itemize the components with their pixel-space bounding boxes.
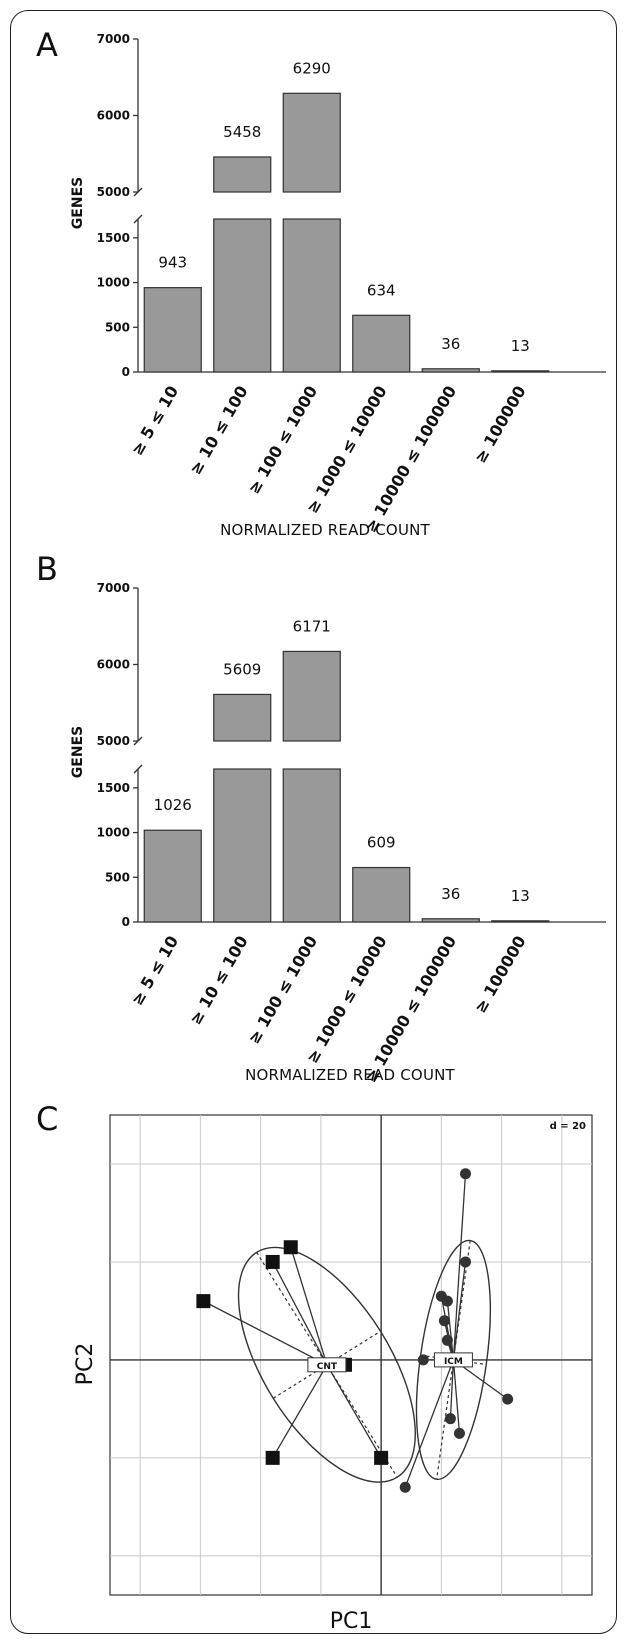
cnt-sample-point — [265, 1450, 280, 1465]
star-spoke — [272, 1364, 328, 1459]
star-spoke — [452, 1173, 467, 1360]
bar — [213, 768, 272, 923]
bar-value-label: 36 — [441, 885, 460, 903]
bar — [352, 866, 411, 923]
bar — [282, 92, 341, 193]
bar-value-label: 634 — [367, 281, 396, 299]
bar — [143, 287, 202, 373]
figure-frame — [10, 10, 617, 1634]
x-axis-title: PC1 — [330, 1609, 373, 1634]
bar — [491, 920, 550, 923]
bar — [421, 918, 480, 923]
bar — [213, 156, 272, 193]
icm-sample-point — [502, 1393, 514, 1405]
star-spoke — [326, 1364, 382, 1459]
y-tick-label: 1500 — [97, 781, 130, 795]
star-spoke — [404, 1359, 455, 1488]
x-tick-label: ≥ 100 ≤ 1000 — [244, 383, 321, 498]
y-tick-label: 1500 — [97, 231, 130, 245]
group-label-box — [433, 1352, 473, 1368]
bar-value-label: 6290 — [293, 59, 331, 77]
y-axis-title: GENES — [70, 726, 86, 778]
bar — [352, 314, 411, 373]
star-spoke — [446, 1301, 455, 1360]
icm-sample-point — [399, 1481, 411, 1493]
x-tick-label: ≥ 10 ≤ 100 — [186, 383, 252, 478]
bar — [143, 829, 202, 923]
star-spoke — [452, 1261, 467, 1360]
bar-value-label: 5609 — [223, 660, 261, 678]
scale-label: d = 20 — [550, 1121, 586, 1132]
plot-frame — [109, 1114, 593, 1596]
x-tick-label: ≥ 100 ≤ 1000 — [244, 933, 321, 1048]
y-tick-label: 500 — [105, 870, 130, 884]
y-tick-label: 1000 — [97, 826, 130, 840]
bar — [213, 693, 272, 742]
star-spoke — [272, 1261, 328, 1366]
panel-letter-b: B — [36, 550, 58, 588]
star-spoke — [203, 1300, 328, 1366]
y-axis-title: PC2 — [73, 1343, 98, 1386]
panel-letter-c: C — [36, 1100, 58, 1138]
y-tick-label: 0 — [122, 365, 130, 379]
panel-letter-a: A — [36, 26, 58, 64]
y-tick-label: 7000 — [97, 32, 130, 46]
y-tick-label: 1000 — [97, 276, 130, 290]
x-tick-label: ≥ 5 ≤ 10 — [127, 383, 182, 459]
bar-value-label: 943 — [158, 254, 187, 272]
group-label-box — [307, 1357, 347, 1373]
x-tick-label: ≥ 100000 — [470, 933, 529, 1017]
cnt-sample-point — [196, 1294, 211, 1309]
y-tick-label: 6000 — [97, 109, 130, 123]
bar-value-label: 609 — [367, 834, 396, 852]
y-tick-label: 0 — [122, 915, 130, 929]
star-spoke — [290, 1247, 328, 1365]
cnt-sample-point — [283, 1240, 298, 1255]
star-spoke — [449, 1359, 455, 1419]
bar-value-label: 1026 — [154, 796, 192, 814]
y-tick-label: 500 — [105, 320, 130, 334]
x-axis-title: NORMALIZED READ COUNT — [220, 521, 430, 539]
y-tick-label: 5000 — [97, 734, 130, 748]
icm-sample-point — [453, 1427, 465, 1439]
bar-value-label: 13 — [511, 887, 530, 905]
y-axis-title: GENES — [70, 177, 86, 229]
icm-sample-point — [441, 1334, 453, 1346]
group-label: ICM — [444, 1357, 463, 1367]
panel-b: B 0 500 1000 1500 5000 6000 7000 GENES 1026 ≥ 5 ≤ … — [36, 550, 606, 1086]
bar-value-label: 6171 — [293, 617, 331, 635]
icm-sample-point — [444, 1413, 456, 1425]
bar — [282, 218, 341, 373]
bar-value-label: 13 — [511, 337, 530, 355]
bar — [491, 370, 550, 373]
group-label: CNT — [317, 1362, 338, 1372]
bar — [282, 768, 341, 923]
x-tick-label: ≥ 5 ≤ 10 — [127, 933, 182, 1009]
star-spoke — [452, 1359, 461, 1434]
x-axis-title: NORMALIZED READ COUNT — [245, 1066, 455, 1084]
icm-sample-point — [459, 1168, 471, 1180]
bar — [421, 368, 480, 373]
bar — [213, 218, 272, 373]
icm-sample-point — [459, 1256, 471, 1268]
bar — [282, 650, 341, 742]
panel-a: A 0 500 1000 1500 5000 6000 7000 GENES 943 ≥ 5 ≤ 1… — [36, 26, 606, 539]
y-tick-label: 5000 — [97, 185, 130, 199]
y-tick-label: 6000 — [97, 658, 130, 672]
x-tick-label: ≥ 10 ≤ 100 — [186, 933, 252, 1028]
ellipse-minor-axis — [420, 1354, 487, 1366]
cnt-sample-point — [374, 1450, 389, 1465]
icm-sample-point — [417, 1354, 429, 1366]
cnt-sample-point — [265, 1254, 280, 1269]
icm-sample-point — [438, 1315, 450, 1327]
x-tick-label: ≥ 100000 — [470, 383, 529, 467]
bar-value-label: 36 — [441, 335, 460, 353]
axis-break-mark — [133, 764, 143, 774]
y-tick-label: 7000 — [97, 581, 130, 595]
axis-break-mark — [133, 214, 143, 224]
icm-sample-point — [441, 1295, 453, 1307]
bar-value-label: 5458 — [223, 123, 261, 141]
